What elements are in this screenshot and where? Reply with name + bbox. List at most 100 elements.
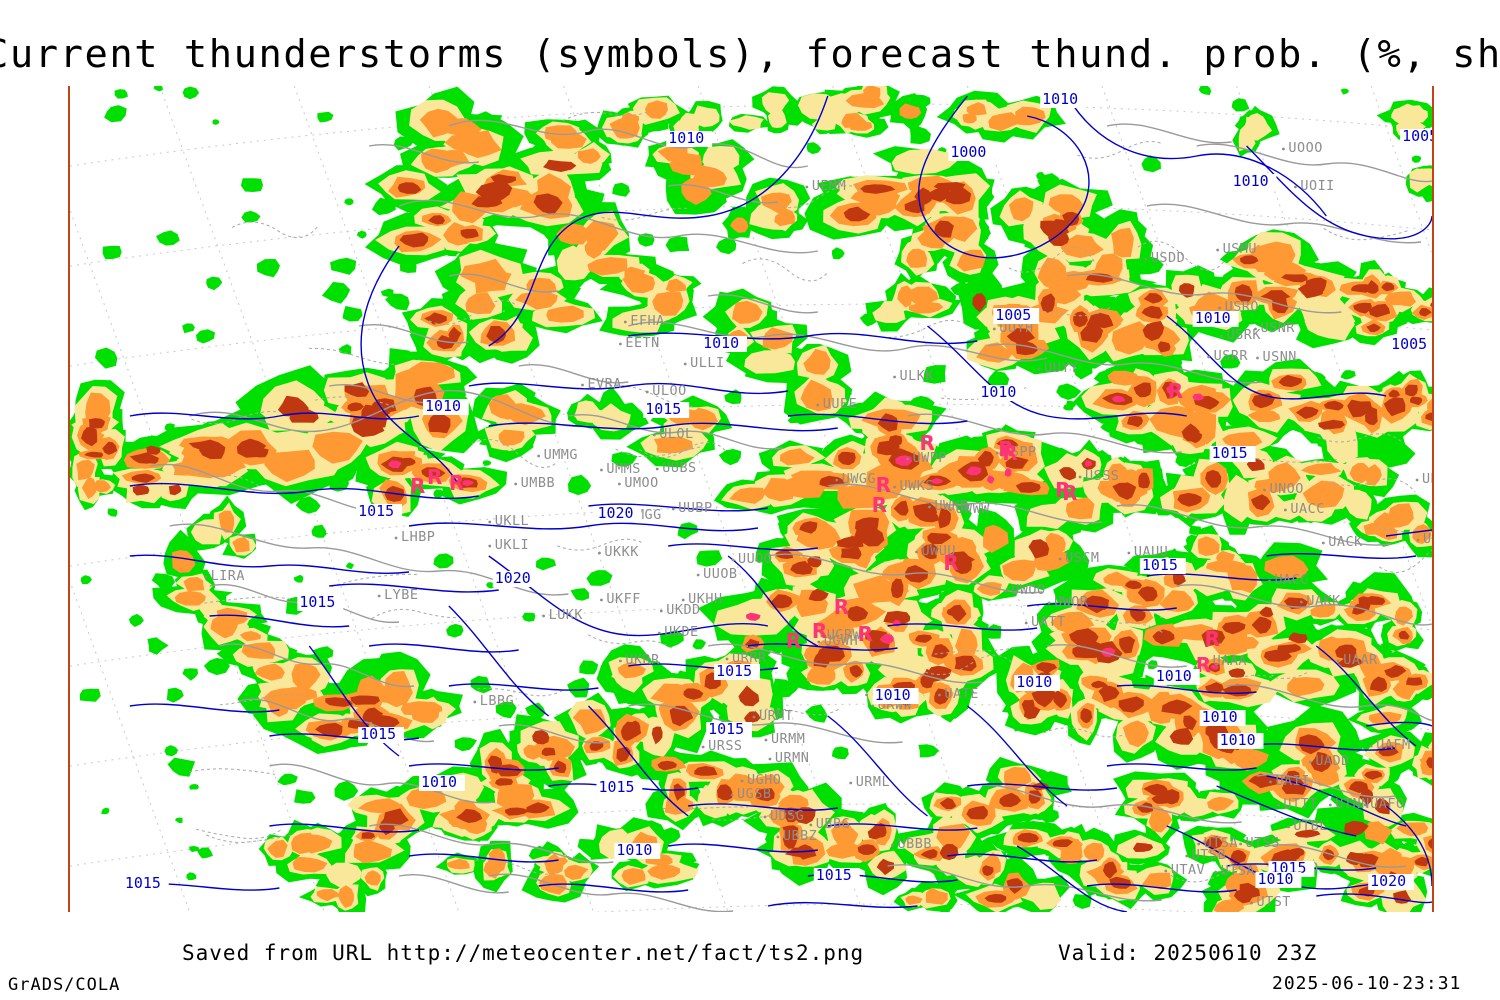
probability-contour-very-high [168, 484, 182, 496]
probability-contour-very-high [1419, 308, 1432, 317]
coastline-path [368, 144, 479, 164]
probability-contour-low [241, 210, 261, 223]
station-marker-dot [1024, 621, 1028, 625]
probability-contour-high [384, 671, 413, 708]
probability-contour-low [182, 86, 200, 100]
probability-contour-very-high [931, 644, 950, 659]
station-marker-dot [938, 693, 941, 697]
probability-contour-very-high [428, 215, 445, 225]
probability-contour-very-high [1118, 696, 1144, 713]
isobar-label-layer: 1010 1005 1000 1010 1010 1005 1010 1010 1005 1010… [122, 90, 1432, 892]
weather-map-plot[interactable]: UEMM UOOO UOII USDD USMU EFHA EETN ULLI UUYH ULKK… [68, 86, 1434, 912]
map-canvas[interactable]: UEMMUOOOUOIIUSDDUSMUEFHAEETNULLIUUYHULKK… [70, 86, 1432, 912]
probability-contour-very-high [361, 832, 376, 839]
probability-contour-low [196, 847, 213, 859]
thunderstorm-symbol: R [410, 474, 425, 498]
probability-contour-low [950, 281, 973, 297]
probability-contour-very-high [1427, 838, 1432, 849]
isobar-value-label: 1010 [1258, 870, 1294, 888]
probability-contour-moderate [1391, 105, 1427, 127]
probability-contour-very-high [840, 547, 862, 560]
probability-contour-very-high [854, 529, 873, 545]
probability-contour-high [652, 291, 684, 316]
isobar-path [408, 763, 559, 771]
station-marker-dot [835, 478, 839, 482]
isobar-path [1216, 785, 1357, 837]
probability-contour-low [293, 574, 304, 583]
isobar-path [209, 614, 350, 628]
coastline-path [368, 823, 614, 864]
probability-contour-very-high [1228, 668, 1246, 678]
probability-contour-low [277, 773, 298, 786]
probability-contour-very-high [1204, 836, 1223, 849]
probability-contour-high [645, 100, 668, 119]
probability-contour-very-high [277, 395, 309, 417]
station-identifier-label: UTSA [1204, 835, 1238, 851]
probability-contour-high [948, 216, 978, 242]
station-marker-dot [696, 573, 700, 577]
isobar-path [1166, 315, 1387, 400]
probability-contour-very-high [1143, 783, 1168, 796]
probability-contour-extreme [1166, 385, 1174, 395]
station-identifier-label: LHBP [401, 529, 435, 545]
coastline-path [488, 873, 734, 912]
coastline-path [1106, 123, 1232, 144]
probability-contour-low [1175, 453, 1192, 468]
isobar-path [668, 543, 818, 551]
coastline-path [1066, 273, 1342, 314]
probability-contour-high [800, 379, 833, 412]
probability-contour-low [294, 789, 316, 804]
probability-contour-very-high [1221, 622, 1246, 635]
probability-contour-low [164, 745, 179, 757]
probability-contour-high [908, 301, 944, 314]
probability-contour-high [761, 192, 792, 215]
probability-contour-high [1264, 555, 1309, 579]
probability-contour-high [981, 852, 1001, 878]
station-marker-dot [1415, 478, 1419, 482]
probability-contour-high [239, 631, 261, 642]
probability-contour-high [1213, 899, 1245, 912]
probability-contour-low [433, 553, 454, 569]
probability-contour-very-high [1406, 677, 1423, 686]
station-marker-dot [681, 598, 685, 602]
station-marker-dot [514, 482, 518, 486]
probability-contour-low [912, 94, 931, 109]
probability-contour-low [151, 573, 176, 592]
probability-contour-very-high [683, 688, 704, 700]
probability-contour-high [860, 195, 897, 216]
station-identifier-label: UNBB [1422, 471, 1432, 487]
probability-contour-very-high [984, 894, 1007, 903]
coastline-path [827, 483, 1103, 524]
isobar-path [488, 555, 769, 637]
probability-contour-low [342, 306, 363, 322]
probability-contour-very-high [1119, 636, 1136, 654]
probability-contour-extreme [1084, 460, 1092, 467]
probability-contour-very-high [1161, 699, 1193, 715]
isobar-path [1016, 845, 1128, 912]
producer-credit: GrADS/COLA [8, 975, 121, 995]
probability-contour-low [424, 200, 435, 207]
thunderstorm-symbol: R [1168, 379, 1183, 403]
probability-contour-very-high [1036, 662, 1058, 674]
coastline-path [767, 553, 1043, 594]
probability-contour-low [1056, 383, 1082, 400]
probability-contour-very-high [487, 755, 503, 774]
probability-contour-very-high [526, 802, 550, 814]
probability-contour-very-high [347, 402, 364, 412]
probability-contour-very-high [1365, 280, 1379, 294]
probability-contour-high [254, 663, 285, 681]
probability-contour-low [385, 293, 410, 311]
probability-contour-very-high [1157, 341, 1171, 353]
probability-contour-low [295, 496, 321, 514]
station-identifier-label: URML [856, 774, 890, 790]
probability-contour-very-high [1430, 302, 1432, 308]
probability-contour-very-high [350, 695, 380, 705]
probability-contour-very-high [1398, 630, 1410, 640]
station-identifier-label: UWKS [900, 478, 934, 494]
coastline-path [498, 724, 609, 744]
probability-contour-high [1147, 691, 1173, 724]
probability-contour-very-high [1260, 290, 1291, 302]
probability-contour-very-high [1409, 396, 1423, 406]
isobar-path [1386, 529, 1432, 537]
probability-contour-very-high [390, 811, 406, 821]
